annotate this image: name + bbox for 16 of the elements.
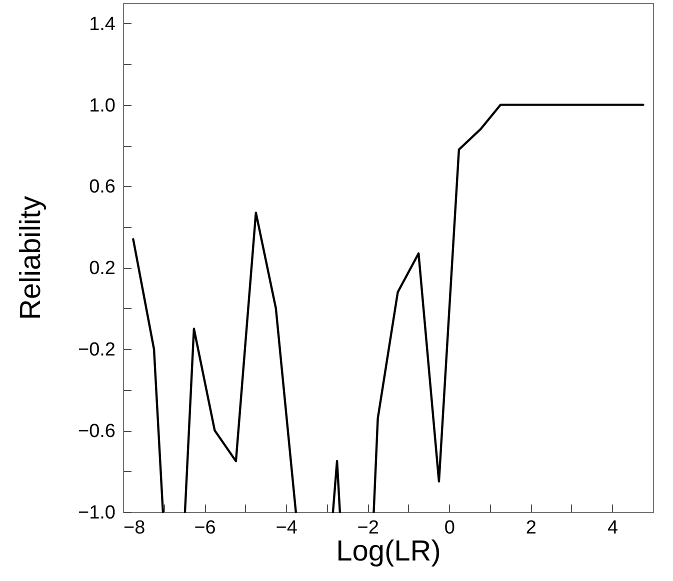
y-tick-label: −1.0	[78, 502, 116, 524]
x-tick-label: −6	[194, 518, 216, 538]
x-tick-label: −8	[124, 518, 146, 538]
x-tick-label: 4	[607, 518, 618, 538]
y-tick-label: 0.2	[89, 258, 116, 280]
y-axis-title: Reliability	[14, 195, 47, 320]
y-tick-label: −0.2	[78, 340, 116, 361]
x-tick-label: −2	[357, 518, 379, 538]
x-tick-label: −4	[276, 518, 298, 538]
x-tick-label: 2	[526, 518, 536, 538]
y-tick-label: 1.4	[89, 14, 116, 35]
x-axis-title: Log(LR)	[336, 536, 441, 568]
y-tick-label: −0.6	[78, 421, 116, 442]
x-tick-label: 0	[444, 518, 455, 538]
y-tick-label: 1.0	[89, 95, 116, 116]
y-tick-label: 0.6	[89, 176, 116, 198]
